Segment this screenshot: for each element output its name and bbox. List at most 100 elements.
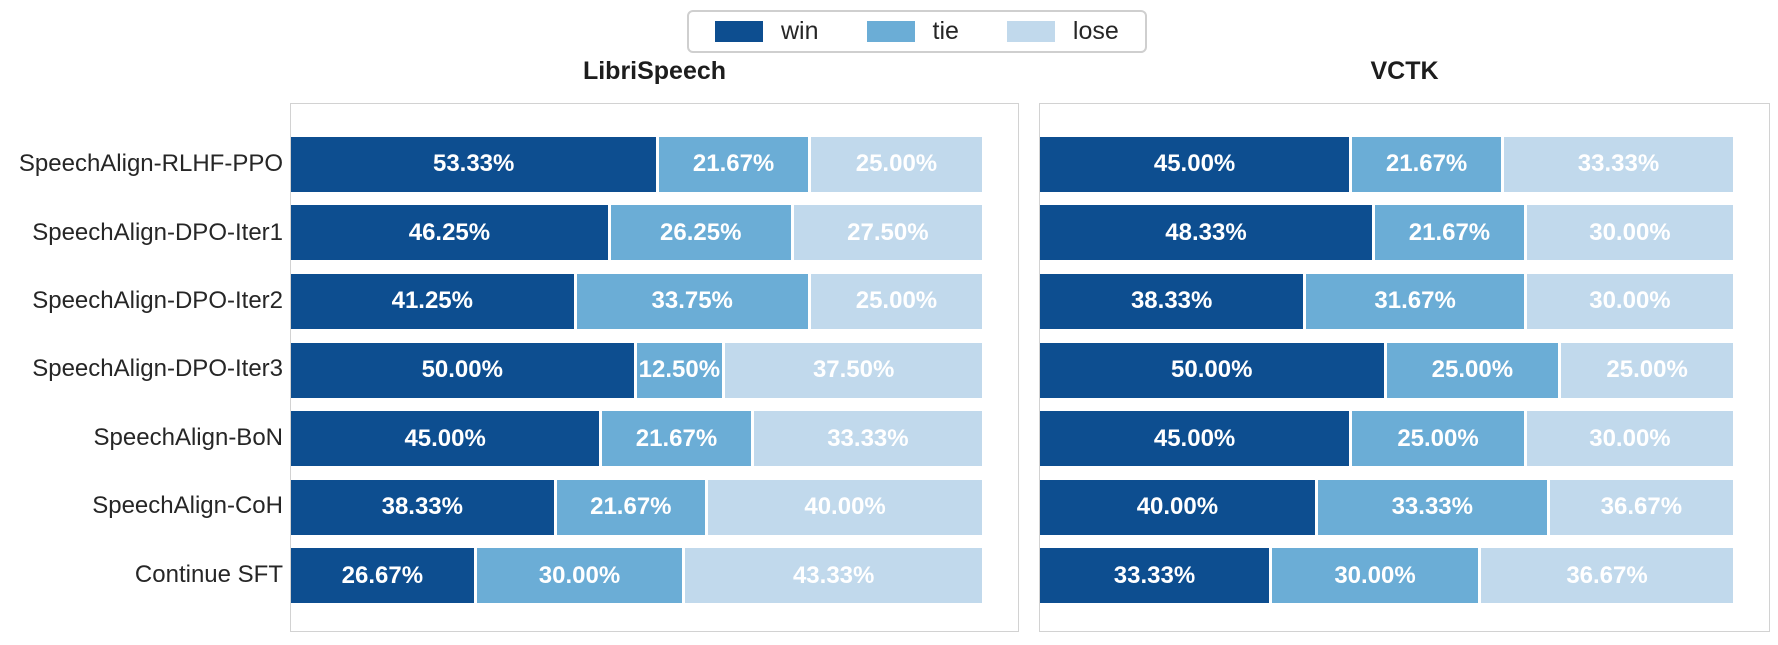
bar-row: 38.33% 31.67% 30.00%	[1040, 267, 1769, 336]
bar-segment-win: 50.00%	[1040, 342, 1384, 398]
chart-panel-librispeech: 53.33% 21.67% 25.00% 46.25% 26.25% 27.50% 41.2…	[290, 103, 1019, 632]
bar-segment-win: 48.33%	[1040, 205, 1373, 261]
category-label-row: SpeechAlign-DPO-Iter3	[0, 335, 283, 403]
stacked-bar: 45.00% 21.67% 33.33%	[291, 411, 983, 467]
bar-value-label: 50.00%	[421, 356, 503, 384]
chart-title-librispeech: LibriSpeech	[582, 57, 727, 85]
bar-segment-tie: 31.67%	[1306, 273, 1524, 329]
bar-segment-tie: 33.33%	[1317, 479, 1547, 535]
bar-value-label: 26.67%	[341, 561, 424, 589]
bar-segment-tie: 33.75%	[576, 273, 808, 329]
bar-row: 40.00% 33.33% 36.67%	[1040, 473, 1769, 542]
bar-segment-lose: 30.00%	[1526, 205, 1733, 261]
bar-segment-win: 53.33%	[291, 136, 657, 192]
bar-row: 41.25% 33.75% 25.00%	[291, 267, 1018, 336]
bar-value-label: 21.67%	[635, 424, 718, 452]
bar-value-label: 21.67%	[1408, 218, 1491, 246]
chart-title-vctk: VCTK	[1370, 57, 1439, 85]
bar-value-label: 30.00%	[1334, 561, 1416, 589]
bar-segment-win: 46.25%	[291, 205, 608, 261]
bar-segment-win: 40.00%	[1040, 479, 1315, 535]
bar-segment-lose: 30.00%	[1526, 273, 1733, 329]
bar-row: 45.00% 21.67% 33.33%	[291, 404, 1018, 473]
category-label-row: SpeechAlign-RLHF-PPO	[0, 130, 283, 198]
bar-value-label: 45.00%	[404, 424, 486, 452]
bar-value-label: 38.33%	[1130, 287, 1213, 315]
bar-segment-win: 45.00%	[1040, 136, 1350, 192]
category-label-row: SpeechAlign-DPO-Iter2	[0, 267, 283, 335]
bar-segment-tie: 12.50%	[636, 342, 723, 398]
category-label: Continue SFT	[134, 560, 283, 588]
legend-label-win: win	[781, 17, 819, 45]
bar-segment-lose: 36.67%	[1481, 548, 1733, 604]
bar-row: 38.33% 21.67% 40.00%	[291, 473, 1018, 542]
bar-segment-tie: 21.67%	[1375, 205, 1524, 261]
chart-panel-vctk: 45.00% 21.67% 33.33% 48.33% 21.67% 30.00% 38.3…	[1039, 103, 1770, 632]
bar-value-label: 25.00%	[1606, 356, 1688, 384]
category-label: SpeechAlign-CoH	[92, 492, 283, 520]
bar-value-label: 25.00%	[855, 287, 938, 315]
bar-value-label: 37.50%	[812, 356, 895, 384]
bar-segment-lose: 25.00%	[1561, 342, 1733, 398]
bar-value-label: 25.00%	[855, 150, 938, 178]
bar-value-label: 45.00%	[1153, 150, 1236, 178]
bar-value-label: 25.00%	[1397, 424, 1479, 452]
bar-row: 46.25% 26.25% 27.50%	[291, 199, 1018, 268]
bar-value-label: 21.67%	[590, 493, 672, 521]
bar-segment-tie: 21.67%	[1352, 136, 1502, 192]
legend-item-tie: tie	[866, 17, 959, 45]
bar-value-label: 53.33%	[432, 150, 515, 178]
bar-value-label: 21.67%	[1385, 150, 1468, 178]
stacked-bar: 53.33% 21.67% 25.00%	[291, 136, 983, 192]
bar-segment-lose: 25.00%	[810, 273, 983, 329]
bar-row: 53.33% 21.67% 25.00%	[291, 130, 1018, 199]
bar-value-label: 33.75%	[651, 287, 733, 315]
bar-value-label: 46.25%	[408, 218, 491, 246]
bar-segment-win: 41.25%	[291, 273, 574, 329]
bar-value-label: 30.00%	[538, 561, 621, 589]
bar-value-label: 41.25%	[391, 287, 473, 315]
bar-value-label: 27.50%	[847, 218, 929, 246]
bar-value-label: 48.33%	[1165, 218, 1247, 246]
category-label-row: SpeechAlign-CoH	[0, 472, 283, 540]
stacked-bar: 38.33% 31.67% 30.00%	[1040, 273, 1733, 329]
stacked-bar: 48.33% 21.67% 30.00%	[1040, 205, 1733, 261]
bar-value-label: 50.00%	[1171, 356, 1253, 384]
legend-label-lose: lose	[1072, 17, 1119, 45]
stacked-bar: 40.00% 33.33% 36.67%	[1040, 479, 1733, 535]
bar-value-label: 33.33%	[1577, 150, 1660, 178]
bar-segment-tie: 21.67%	[659, 136, 808, 192]
bar-segment-win: 50.00%	[291, 342, 634, 398]
bar-segment-win: 26.67%	[291, 548, 474, 604]
bar-segment-win: 45.00%	[291, 411, 600, 467]
bar-row: 45.00% 21.67% 33.33%	[1040, 130, 1769, 199]
tie-color-swatch	[866, 21, 915, 42]
legend-item-win: win	[715, 19, 819, 44]
stacked-bar: 38.33% 21.67% 40.00%	[291, 479, 983, 535]
stacked-bar: 45.00% 25.00% 30.00%	[1040, 411, 1733, 467]
bar-row: 45.00% 25.00% 30.00%	[1040, 404, 1769, 473]
bar-segment-tie: 30.00%	[476, 548, 683, 604]
legend-label-tie: tie	[932, 17, 959, 45]
stacked-bar: 33.33% 30.00% 36.67%	[1040, 548, 1733, 604]
bar-value-label: 33.33%	[1391, 493, 1473, 521]
bar-segment-tie: 21.67%	[556, 479, 706, 535]
bar-segment-win: 45.00%	[1040, 411, 1350, 467]
bar-value-label: 12.50%	[638, 356, 721, 384]
bar-segment-lose: 25.00%	[810, 136, 983, 192]
legend: win tie lose	[687, 10, 1147, 53]
stacked-bar: 45.00% 21.67% 33.33%	[1040, 136, 1733, 192]
bar-row: 48.33% 21.67% 30.00%	[1040, 199, 1769, 268]
bar-value-label: 33.33%	[1113, 561, 1196, 589]
bar-row: 26.67% 30.00% 43.33%	[291, 541, 1018, 610]
bar-value-label: 43.33%	[792, 561, 875, 589]
bar-segment-tie: 25.00%	[1352, 411, 1524, 467]
lose-color-swatch	[1006, 21, 1055, 42]
bar-value-label: 38.33%	[381, 493, 463, 521]
bar-segment-win: 38.33%	[1040, 273, 1304, 329]
stacked-bar: 50.00% 12.50% 37.50%	[291, 342, 983, 398]
bar-value-label: 30.00%	[1589, 287, 1671, 315]
bar-value-label: 36.67%	[1566, 561, 1648, 589]
bar-segment-lose: 36.67%	[1549, 479, 1733, 535]
bar-value-label: 26.25%	[660, 218, 742, 246]
